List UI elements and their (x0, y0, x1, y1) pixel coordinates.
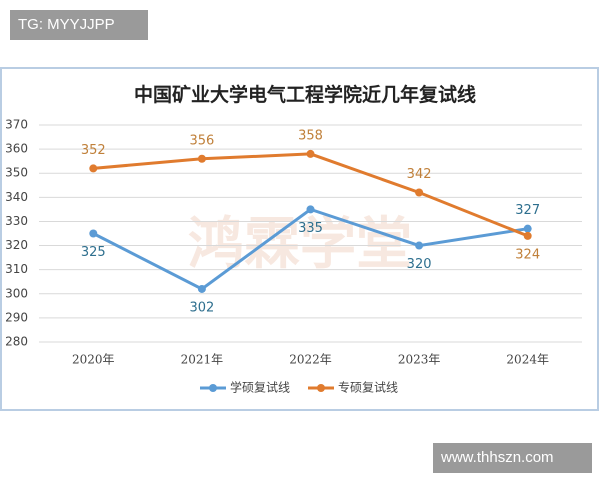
legend-label: 学硕复试线 (230, 380, 290, 395)
y-tick-label: 300 (5, 286, 28, 300)
logo-watermark: 鸿霖学堂 (188, 212, 412, 277)
x-tick-label: 2022年 (289, 353, 332, 367)
data-point (415, 241, 424, 250)
data-label: 335 (298, 221, 323, 236)
y-tick-label: 350 (5, 166, 28, 180)
data-label: 352 (81, 143, 106, 158)
data-label: 342 (407, 167, 432, 182)
data-label: 320 (407, 257, 432, 272)
chart-title: 中国矿业大学电气工程学院近几年复试线 (134, 83, 476, 106)
legend-marker (209, 384, 217, 392)
x-tick-label: 2021年 (181, 353, 224, 367)
data-label: 324 (515, 247, 540, 262)
data-point (523, 231, 532, 240)
x-tick-label: 2020年 (72, 353, 115, 367)
watermark-tag: TG: MYYJJPP (10, 10, 148, 40)
data-point (523, 224, 532, 233)
data-point (306, 205, 315, 214)
y-tick-label: 310 (5, 262, 28, 276)
data-label: 325 (81, 245, 106, 260)
data-label: 327 (515, 203, 540, 218)
y-tick-label: 320 (5, 238, 28, 252)
data-point (197, 154, 206, 163)
data-label: 302 (189, 300, 214, 315)
plot: 280 290 300 310 320 330 340 350 360 370 2020年 2021年… (5, 118, 582, 395)
y-tick-label: 370 (5, 118, 28, 132)
data-point (197, 284, 206, 293)
data-point (89, 164, 98, 173)
y-tick-label: 360 (5, 142, 28, 156)
data-label: 358 (298, 128, 323, 143)
legend-marker (317, 384, 325, 392)
y-tick-label: 340 (5, 190, 28, 204)
y-tick-label: 290 (5, 310, 28, 324)
y-tick-label: 330 (5, 214, 28, 228)
data-point (306, 149, 315, 158)
data-label: 356 (189, 133, 214, 148)
y-tick-label: 280 (5, 335, 28, 349)
data-point (415, 188, 424, 197)
watermark-url: www.thhszn.com (433, 443, 592, 473)
x-tick-label: 2023年 (398, 353, 441, 367)
legend-label: 专硕复试线 (338, 380, 398, 395)
x-tick-label: 2024年 (506, 353, 549, 367)
data-point (89, 229, 98, 238)
